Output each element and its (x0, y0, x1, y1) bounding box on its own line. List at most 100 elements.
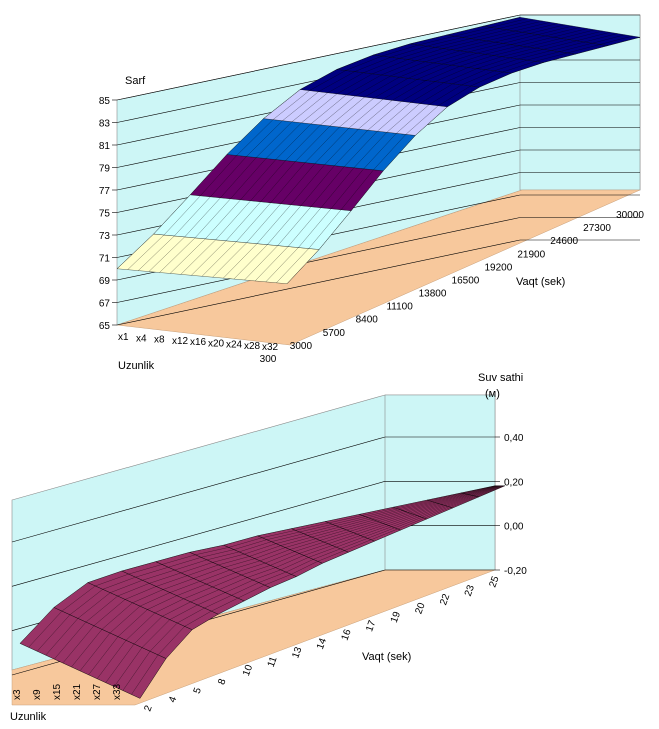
chart1-ylabel: Sarf (125, 75, 146, 87)
chart1-ztick-label: 16500 (452, 275, 480, 286)
chart1-xtick-label: x20 (208, 338, 225, 349)
chart2-ztick-label: 14 (315, 636, 329, 651)
chart1-ztick-label: 300 (260, 354, 277, 365)
chart2-ztick-label: 22 (438, 592, 452, 607)
chart1-ztick-label: 30000 (616, 210, 644, 221)
chart1-ztick-label: 19200 (484, 262, 512, 273)
chart1-ytick-label: 77 (99, 186, 111, 197)
chart1-ytick-label: 83 (99, 119, 111, 130)
chart1-ytick-label: 75 (99, 209, 111, 220)
chart2-mesh-line-cross (359, 514, 401, 531)
chart1-gridline (116, 14, 521, 101)
chart2-xlabel: Uzunlik (10, 711, 47, 723)
chart1-xtick-label: x1 (118, 332, 129, 343)
chart1-xtick-label: x16 (190, 337, 207, 348)
chart1-mesh-line (223, 29, 596, 279)
chart1-mesh-line (148, 20, 543, 272)
chart2-xtick-label: x21 (72, 683, 83, 700)
chart2-ylabel: Suv sathi (478, 372, 523, 384)
chart1-mesh-line (127, 18, 528, 270)
chart1-xtick-label: x24 (226, 340, 243, 351)
chart1-xlabel: Uzunlik (118, 360, 155, 372)
chart2-ztick-label: 25 (487, 574, 501, 589)
chart1-mesh-line (201, 27, 581, 277)
chart2-ztick-label: 8 (216, 677, 228, 686)
chart2-mesh-line-cross (155, 561, 245, 602)
chart1-mesh-line (191, 25, 573, 276)
chart2-yunit: (м) (485, 388, 500, 400)
chart1-mesh-line (233, 30, 603, 280)
chart1-ytick-label: 67 (99, 299, 111, 310)
chart1-mesh-line (276, 35, 633, 283)
chart2-ztick-label: 20 (414, 601, 428, 616)
chart1-ztick-label: 11100 (386, 302, 413, 313)
chart2-ytick-label: 0,20 (504, 477, 524, 488)
chart2-ztick-label: 16 (340, 628, 354, 643)
chart1-mesh-line (254, 33, 618, 282)
chart1-mesh-line (138, 19, 536, 271)
chart2-ztick-label: 13 (290, 645, 304, 660)
chart2-ztick-label: 2 (142, 704, 154, 713)
chart2-gridline (11, 436, 386, 543)
chart2-ztick-label: 11 (266, 655, 280, 669)
chart1-mesh-line (265, 34, 626, 282)
chart1-ytick-label: 71 (99, 254, 111, 265)
chart1-ytick-label: 85 (99, 96, 111, 107)
chart2-xtick-label: x33 (112, 683, 123, 700)
chart2-ytick-label: 0,40 (504, 433, 524, 444)
chart2-ztick-label: 10 (241, 663, 255, 678)
chart2-mesh-line-cross (393, 507, 427, 520)
chart1-mesh-line (244, 32, 611, 281)
chart1-ztick-label: 27300 (583, 223, 611, 234)
chart2-ztick-label: 17 (364, 619, 378, 634)
chart1-ztick-label: 24600 (550, 236, 578, 247)
chart1-xtick-label: x28 (244, 341, 261, 352)
chart2-ytick-label: 0,00 (504, 522, 524, 533)
chart1-mesh-line (212, 28, 588, 278)
chart1-xtick-label: x32 (262, 342, 279, 353)
chart2-mesh-line-cross (325, 521, 375, 542)
chart2-mesh-line-cross (87, 582, 193, 630)
chart1-ytick-label: 81 (99, 141, 111, 152)
chart2-mesh-line-cross (121, 570, 219, 615)
chart1-ytick-label: 79 (99, 164, 111, 175)
chart2-xtick-label: x27 (92, 683, 103, 700)
chart1-floor (116, 189, 641, 346)
chart2-ztick-label: 19 (389, 610, 403, 625)
chart2-ztick-label: 4 (167, 695, 179, 704)
chart1-ytick-label: 69 (99, 276, 111, 287)
chart2-mesh-line-cross (53, 607, 167, 659)
chart2-side-wall (384, 394, 496, 571)
chart2-mesh-line-cross (223, 544, 297, 577)
chart1-ztick-label: 3000 (290, 341, 313, 352)
chart2-zlabel: Vaqt (sek) (362, 651, 411, 663)
chart1-xtick-label: x8 (154, 335, 165, 346)
chart1-mesh-line (180, 24, 566, 275)
chart2-mesh-line-cross (189, 552, 271, 588)
chart1-ztick-label: 5700 (323, 328, 346, 339)
chart2-mesh-line-cross (257, 535, 323, 564)
chart2-ytick-label: -0,20 (504, 566, 527, 577)
chart1-ytick-label: 73 (99, 231, 111, 242)
chart2-xtick-label: x15 (52, 683, 63, 700)
chart2-ztick-label: 5 (192, 686, 204, 695)
chart-2: -0,20 0,00 0,20 0,40 x3 x9 x15 x21 x27 x33 2 4 5 8 1… (10, 372, 527, 723)
chart2-mesh-line-cross (461, 492, 479, 498)
chart1-gridline (116, 239, 521, 326)
chart1-xtick-label: x4 (136, 333, 147, 344)
chart2-mesh-line-cross (291, 528, 349, 553)
chart1-ytick-label: 65 (99, 321, 111, 332)
chart1-mesh-line (286, 37, 641, 284)
chart2-ztick-label: 23 (463, 583, 477, 598)
chart1-xtick-label: x12 (172, 336, 189, 347)
chart2-mesh-line-cross (19, 643, 141, 699)
chart2-xtick-label: x9 (32, 689, 43, 700)
chart1-ztick-label: 21900 (517, 249, 545, 260)
chart1-ztick-label: 13800 (419, 289, 447, 300)
chart1-mesh-line (159, 22, 551, 273)
chart2-mesh-line-cross (427, 499, 453, 509)
chart1-ztick-label: 8400 (356, 315, 379, 326)
chart2-xtick-label: x3 (12, 689, 23, 700)
